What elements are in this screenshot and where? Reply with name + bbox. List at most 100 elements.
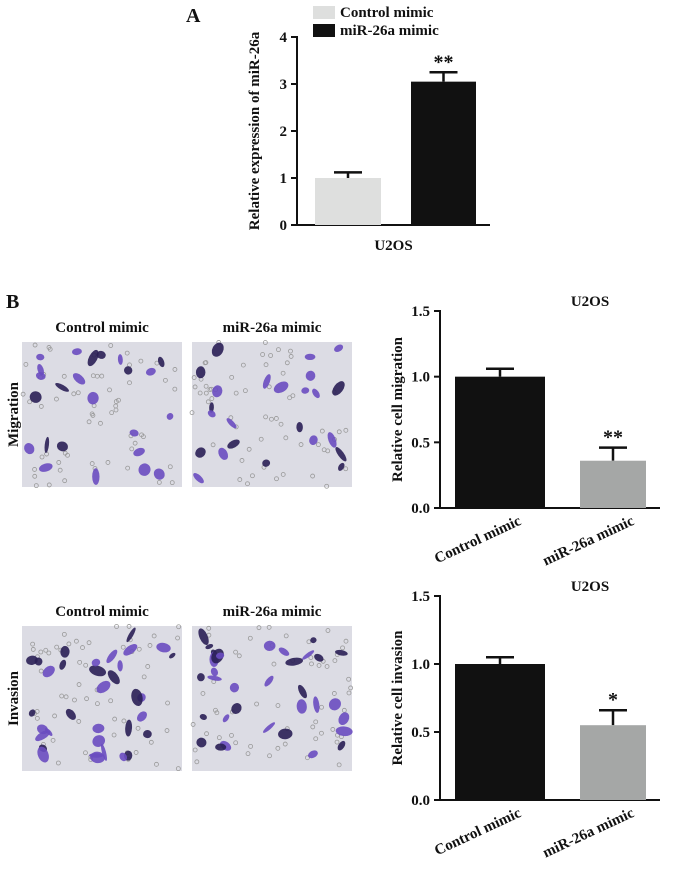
y-tick-label: 2 [280,124,288,140]
pore [346,676,352,682]
cell [210,667,218,677]
pore [282,741,288,747]
pore [266,624,272,630]
pore [151,633,157,639]
pore [108,698,114,704]
cell [35,372,46,380]
micrograph [190,624,354,771]
pore [139,432,144,438]
cell [37,746,49,763]
bar [411,81,476,226]
pore [33,483,39,489]
pore [283,633,289,639]
cell [195,447,206,458]
pore [32,473,38,479]
pore [114,624,119,629]
pore [239,458,245,463]
pore [202,360,208,366]
cell [312,388,320,399]
bar [455,664,545,800]
pore [269,416,274,422]
cell [298,684,307,699]
cell [335,649,348,656]
cell [338,462,345,471]
pore [94,373,100,379]
pore [309,661,314,667]
x-tick-label: Control mimic [432,513,524,567]
cell [313,696,320,713]
pore [284,360,290,366]
pore [248,743,254,749]
significance: ** [434,51,454,73]
pore [343,466,349,472]
pore [319,704,324,710]
pore [310,724,316,730]
pore [86,640,92,646]
column-label: Control mimic [55,320,149,336]
cell [314,653,324,662]
pore [298,442,304,447]
cell [278,728,293,740]
pore [120,644,126,650]
pore [111,732,117,738]
cell [96,350,106,359]
pore [290,393,296,399]
pore [176,624,182,630]
pore [163,377,168,383]
cell [335,447,347,462]
pore [348,685,354,691]
y-tick-label: 0.5 [411,725,430,741]
significance: ** [603,427,623,449]
pore [325,628,331,633]
pore [319,730,324,736]
pore [203,390,209,396]
cell [126,627,136,643]
cell [302,650,315,660]
cell [195,366,206,379]
cell [207,675,222,681]
cell [157,356,165,368]
pore [276,347,281,353]
cell [56,441,69,452]
pore [145,664,151,669]
cell [24,443,35,455]
pore [258,436,264,442]
pore [148,739,154,745]
cell [100,743,107,761]
pore [233,740,239,746]
pore [89,461,95,466]
cell [35,730,51,742]
pore [263,362,269,368]
cell [211,342,224,357]
cell [123,643,138,656]
pore [95,701,100,707]
micrograph [20,342,182,489]
cell [92,735,106,747]
cell [262,374,271,389]
cell [28,709,36,717]
pore [105,460,111,465]
pore [147,643,153,648]
pore [116,397,121,403]
pore [213,707,218,713]
pore [80,645,85,650]
pore [39,454,45,460]
cell [138,463,151,476]
pore [233,649,239,655]
pore [192,384,198,390]
cell [131,688,143,707]
pore [207,387,213,392]
cell [218,447,229,460]
y-tick-label: 3 [280,77,288,93]
pore [254,701,260,707]
micrograph-bg [22,342,182,487]
pore [38,649,44,655]
pore [56,460,62,465]
pore [280,472,286,477]
cell [156,642,171,653]
pore [216,735,222,741]
pore [210,442,216,448]
cell [129,429,139,437]
pore [214,710,220,716]
